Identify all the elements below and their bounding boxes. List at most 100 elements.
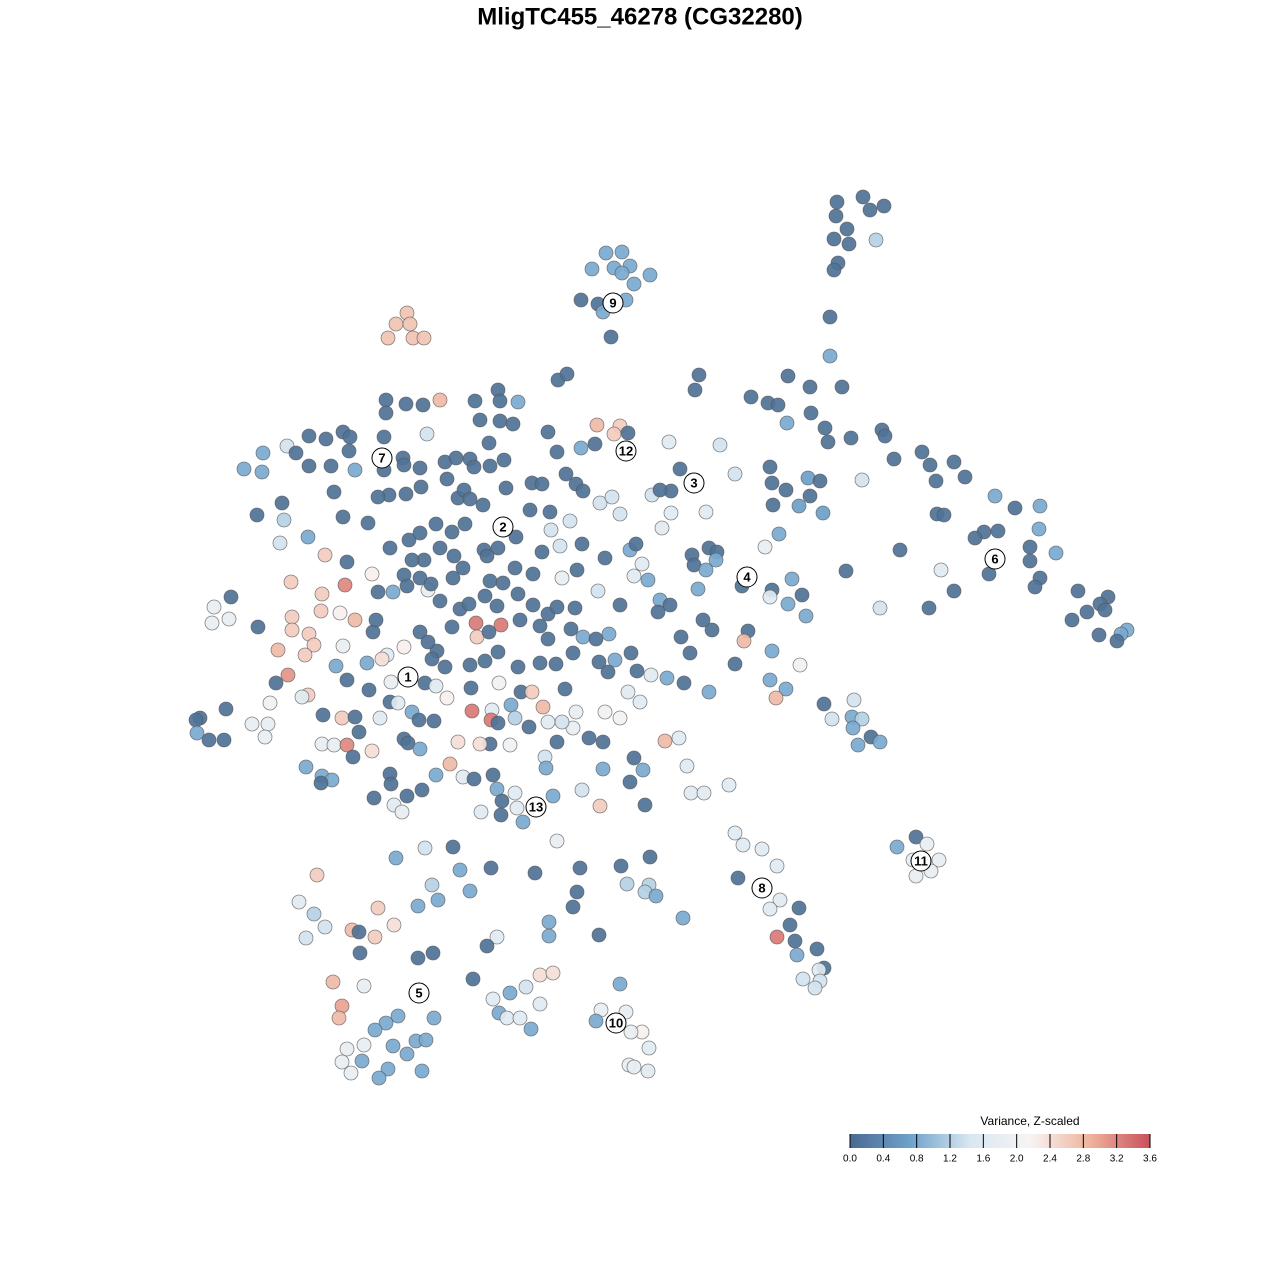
point [807, 980, 823, 996]
point [908, 829, 924, 845]
point [787, 933, 803, 949]
point [489, 598, 505, 614]
point [368, 612, 384, 628]
point [803, 405, 819, 421]
point [525, 597, 541, 613]
point [549, 599, 565, 615]
point [445, 570, 461, 586]
point [816, 696, 832, 712]
point [201, 732, 217, 748]
point [727, 656, 743, 672]
point [914, 444, 930, 460]
point [341, 443, 357, 459]
point [581, 730, 597, 746]
point [652, 482, 668, 498]
point [607, 652, 623, 668]
point [820, 434, 836, 450]
point [782, 917, 798, 933]
point [600, 664, 616, 680]
point [673, 629, 689, 645]
point [634, 556, 650, 572]
colorbar-tick-label: 2.4 [1043, 1154, 1057, 1165]
point [309, 867, 325, 883]
point [967, 530, 983, 546]
point [569, 884, 585, 900]
point [466, 459, 482, 475]
point [442, 756, 458, 772]
point [789, 947, 805, 963]
point [342, 429, 358, 445]
point [414, 1063, 430, 1079]
point [524, 684, 540, 700]
point [439, 690, 455, 706]
point [270, 642, 286, 658]
point [498, 480, 514, 496]
point [933, 562, 949, 578]
point [687, 382, 703, 398]
point [325, 974, 341, 990]
point [573, 440, 589, 456]
point [288, 445, 304, 461]
cluster-marker [910, 850, 932, 872]
point [477, 653, 493, 669]
point [604, 489, 620, 505]
point [462, 657, 478, 673]
point [291, 894, 307, 910]
point [444, 524, 460, 540]
point [432, 593, 448, 609]
point [343, 1065, 359, 1081]
point [868, 232, 884, 248]
point [366, 790, 382, 806]
point [354, 1053, 370, 1069]
cluster-label: 4 [743, 569, 751, 584]
point [1079, 604, 1095, 620]
point [768, 690, 784, 706]
point [515, 814, 531, 830]
point [367, 1022, 383, 1038]
point [540, 424, 556, 440]
colorbar-tick-label: 3.6 [1143, 1154, 1157, 1165]
point [260, 716, 276, 732]
point [987, 488, 1003, 504]
point [919, 836, 935, 852]
point [559, 366, 575, 382]
point [769, 929, 785, 945]
point [432, 540, 448, 556]
cluster-marker [751, 877, 773, 899]
point [464, 703, 480, 719]
point [390, 695, 406, 711]
point [704, 622, 720, 638]
point [465, 971, 481, 987]
point [764, 475, 780, 491]
point [834, 379, 850, 395]
point [650, 604, 666, 620]
point [568, 704, 584, 720]
point [492, 413, 508, 429]
point [301, 458, 317, 474]
point [659, 670, 675, 686]
point [606, 426, 622, 442]
point [632, 694, 648, 710]
point [475, 497, 491, 513]
point [829, 194, 845, 210]
point [335, 509, 351, 525]
point [565, 645, 581, 661]
point [356, 978, 372, 994]
point [257, 729, 273, 745]
point [603, 329, 619, 345]
point [347, 462, 363, 478]
point [769, 858, 785, 874]
point [306, 906, 322, 922]
point [413, 479, 429, 495]
point [388, 850, 404, 866]
point [612, 597, 628, 613]
point [419, 426, 435, 442]
point [1064, 612, 1080, 628]
point [1048, 545, 1064, 561]
point [473, 804, 489, 820]
point [428, 767, 444, 783]
point [683, 785, 699, 801]
point [532, 618, 548, 634]
point [612, 710, 628, 726]
point [445, 839, 461, 855]
